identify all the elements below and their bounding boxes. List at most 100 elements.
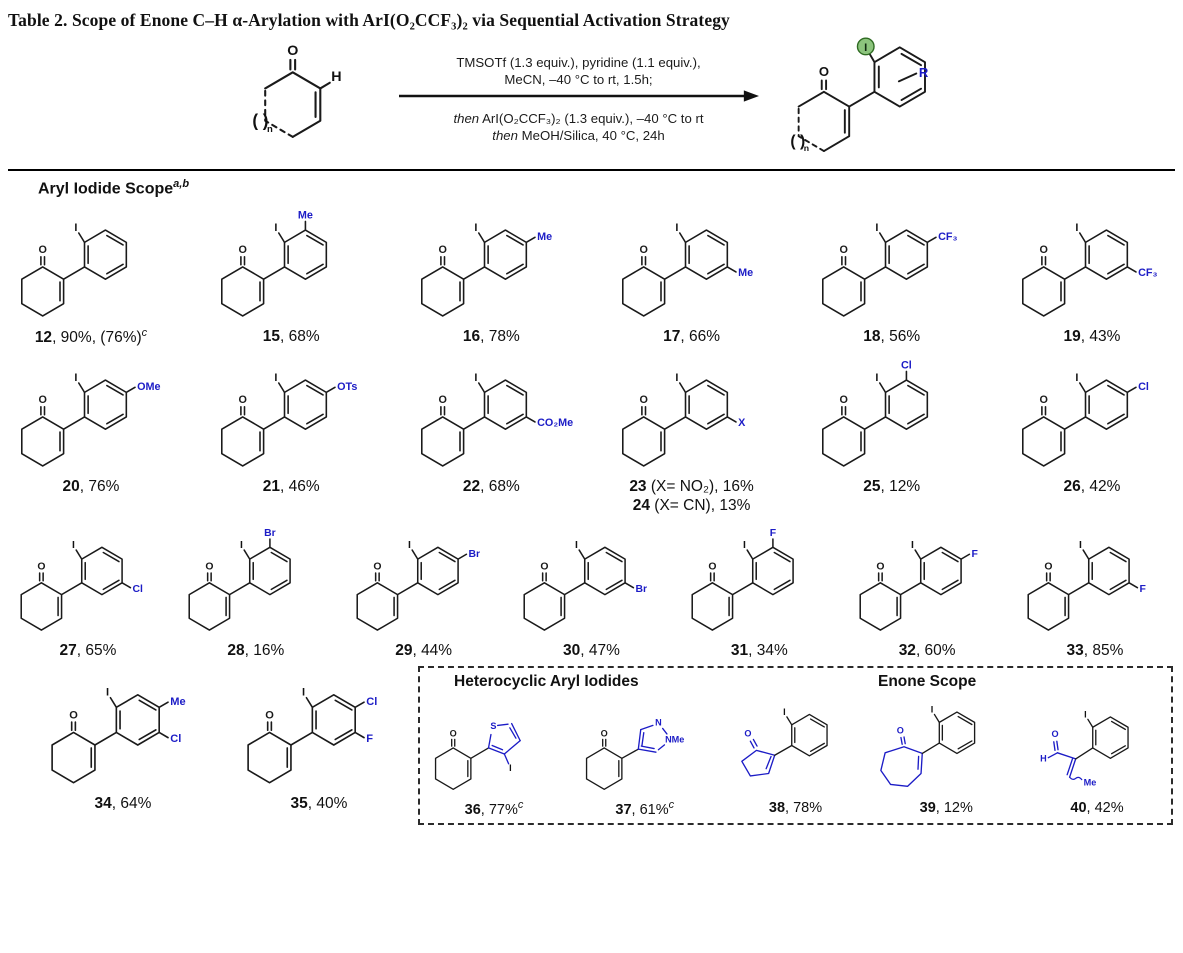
compound-20: O I OMe 20, 76% <box>8 352 174 496</box>
compound-35: O I Cl F 35, 40% <box>234 666 404 813</box>
atom-label-o: O <box>709 561 717 572</box>
atom-label-o: O <box>287 43 298 59</box>
table-title: Table 2. Scope of Enone C–H α-Arylation … <box>8 10 730 30</box>
compound-yield: , 78% <box>785 799 823 816</box>
compound-yield: , 47% <box>580 641 620 659</box>
compound-29-label: 29, 44% <box>395 641 452 660</box>
compound-yield: , 60% <box>915 641 956 659</box>
compound-yield: , 61% <box>631 801 669 818</box>
compound-23-24-label: 23 (X= NO₂), 16% 24 (X= CN), 13% <box>629 477 753 516</box>
substituent-label: CF₃ <box>1138 268 1157 280</box>
compound-number: 29 <box>395 641 413 659</box>
atom-label-nme: NMe <box>665 734 684 744</box>
substituent-label: Br <box>636 583 648 594</box>
reaction-arrow <box>379 89 779 107</box>
structure-34-diagram: O I Me Cl <box>51 687 186 784</box>
atom-label-o: O <box>639 245 647 257</box>
compound-29: O I Br 29, 44% <box>344 520 504 660</box>
compound-31-label: 31, 34% <box>731 641 788 660</box>
compound-number: 30 <box>563 641 581 659</box>
section-header-text: Aryl Iodide Scope <box>38 180 174 198</box>
atom-label-o: O <box>744 728 751 738</box>
substituent-label: Cl <box>901 359 912 371</box>
compound-37-label: 37, 61%c <box>615 799 674 819</box>
compound-row-1: O I 12, 90%, (76%)c O I Me 15, 68% O I Me 16, 78% O… <box>8 202 1175 348</box>
substituent-label: Cl <box>1138 381 1149 393</box>
compound-33-label: 33, 85% <box>1067 641 1124 660</box>
compound-row-4-left: O I Me Cl 34, 64% O I Cl F 35, 40% <box>8 666 404 813</box>
atom-label-i: I <box>931 705 934 715</box>
structure-20-diagram: O I OMe <box>20 372 161 467</box>
compound-yield: , 68% <box>480 477 520 495</box>
substituent-label: CF₃ <box>938 232 957 244</box>
compound-15: O I Me 15, 68% <box>208 202 374 346</box>
compound-yield: , 42% <box>1080 477 1121 495</box>
atom-label-i: I <box>783 707 786 717</box>
compound-36: O S I 36, 77%c <box>424 693 564 819</box>
compound-number: 31 <box>730 641 749 659</box>
compound-number: 21 <box>262 477 280 495</box>
substituent-label: Br <box>264 528 276 539</box>
compound-row-4: O I Me Cl 34, 64% O I Cl F 35, 40% Heterocyclic A… <box>8 665 1175 825</box>
compound-yield: , 46% <box>279 477 320 495</box>
compound-39-label: 39, 12% <box>920 799 973 817</box>
atom-label-i: I <box>302 687 305 699</box>
compound-32: O I F 32, 60% <box>847 520 1007 660</box>
ring-size-paren: ( ) <box>790 132 805 149</box>
substituent-label: Me <box>298 210 313 222</box>
compound-22: O I CO₂Me 22, 68% <box>408 352 574 496</box>
compound-yield: , 76% <box>79 477 120 495</box>
compound-33: O I F 33, 85% <box>1015 520 1175 660</box>
atom-label-o: O <box>897 725 904 735</box>
substituent-label: Br <box>468 549 480 560</box>
atom-label-i: I <box>509 763 512 773</box>
compound-22-label: 22, 68% <box>463 477 520 496</box>
compound-21-label: 21, 46% <box>263 477 320 496</box>
structure-18-diagram: O I CF₃ <box>821 222 957 318</box>
product-diagram: O ( )n I R <box>790 36 928 153</box>
atom-label-o: O <box>38 394 46 406</box>
atom-label-i: I <box>864 41 867 53</box>
compound-yield: , 66% <box>680 328 720 346</box>
atom-label-i: I <box>1079 540 1082 551</box>
compound-19-label: 19, 43% <box>1063 327 1120 346</box>
compound-30-label: 30, 47% <box>563 641 620 660</box>
atom-label-o: O <box>1044 561 1052 572</box>
atom-label-i: I <box>275 222 278 234</box>
compound-number: 16 <box>462 328 481 346</box>
substituent-label: CO₂Me <box>538 417 574 429</box>
structure-16-diagram: O I Me <box>421 222 553 318</box>
compound-yield: , 90%, (76%) <box>52 329 142 347</box>
compound-number: 22 <box>462 477 481 495</box>
compound-yield: , 40% <box>307 794 348 812</box>
substituent-label: X <box>738 417 746 429</box>
structure-29-diagram: O I Br <box>356 540 480 631</box>
compound-23-24: O I X 23 (X= NO₂), 16% 24 (X= CN), 13% <box>609 352 775 516</box>
atom-label-s: S <box>490 721 496 731</box>
structure-23-24-diagram: O I X <box>621 372 746 467</box>
atom-label-o: O <box>38 245 46 257</box>
footnote-marker: c <box>668 798 675 811</box>
compound-number: 26 <box>1063 477 1081 495</box>
structure-32-diagram: O I F <box>859 540 978 631</box>
compound-number: 40 <box>1070 799 1087 816</box>
compound-34-label: 34, 64% <box>95 794 152 813</box>
compound-number: 37 <box>615 801 632 818</box>
compound-28: O I Br 28, 16% <box>176 520 336 660</box>
structure-36-diagram: O S I <box>434 721 521 790</box>
footnote-marker: c <box>141 327 148 340</box>
compound-39: O I 39, 12% <box>876 693 1016 819</box>
atom-label-o: O <box>639 394 647 406</box>
atom-label-i: I <box>875 222 878 234</box>
compound-grid: O I 12, 90%, (76%)c O I Me 15, 68% O I Me 16, 78% O… <box>0 202 1183 825</box>
atom-label-o: O <box>1039 245 1047 257</box>
compound-19: O I CF₃ 19, 43% <box>1009 202 1175 346</box>
structure-26-diagram: O I Cl <box>1021 372 1149 467</box>
structure-27-diagram: O I Cl <box>20 540 143 631</box>
compound-number: 24 <box>632 497 650 515</box>
atom-label-i: I <box>74 222 77 234</box>
compound-yield: , 68% <box>279 328 320 346</box>
compound-yield: , 78% <box>480 328 520 346</box>
